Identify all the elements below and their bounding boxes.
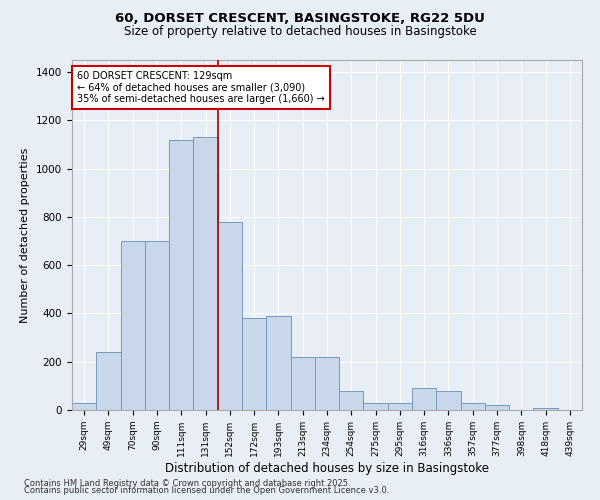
Bar [169, 140, 193, 410]
Bar [485, 405, 509, 410]
Bar [290, 357, 315, 410]
Text: Contains HM Land Registry data © Crown copyright and database right 2025.: Contains HM Land Registry data © Crown c… [24, 478, 350, 488]
Bar [72, 403, 96, 410]
Text: 60, DORSET CRESCENT, BASINGSTOKE, RG22 5DU: 60, DORSET CRESCENT, BASINGSTOKE, RG22 5… [115, 12, 485, 26]
Text: 60 DORSET CRESCENT: 129sqm
← 64% of detached houses are smaller (3,090)
35% of s: 60 DORSET CRESCENT: 129sqm ← 64% of deta… [77, 70, 325, 104]
Bar [461, 403, 485, 410]
Bar [364, 403, 388, 410]
Bar [412, 388, 436, 410]
Bar [218, 222, 242, 410]
Bar [436, 390, 461, 410]
Bar [145, 241, 169, 410]
Bar [266, 316, 290, 410]
Bar [315, 357, 339, 410]
Bar [533, 408, 558, 410]
Text: Size of property relative to detached houses in Basingstoke: Size of property relative to detached ho… [124, 25, 476, 38]
Text: Contains public sector information licensed under the Open Government Licence v3: Contains public sector information licen… [24, 486, 389, 495]
Bar [339, 390, 364, 410]
X-axis label: Distribution of detached houses by size in Basingstoke: Distribution of detached houses by size … [165, 462, 489, 474]
Bar [193, 137, 218, 410]
Bar [388, 403, 412, 410]
Bar [96, 352, 121, 410]
Bar [121, 241, 145, 410]
Bar [242, 318, 266, 410]
Y-axis label: Number of detached properties: Number of detached properties [20, 148, 31, 322]
